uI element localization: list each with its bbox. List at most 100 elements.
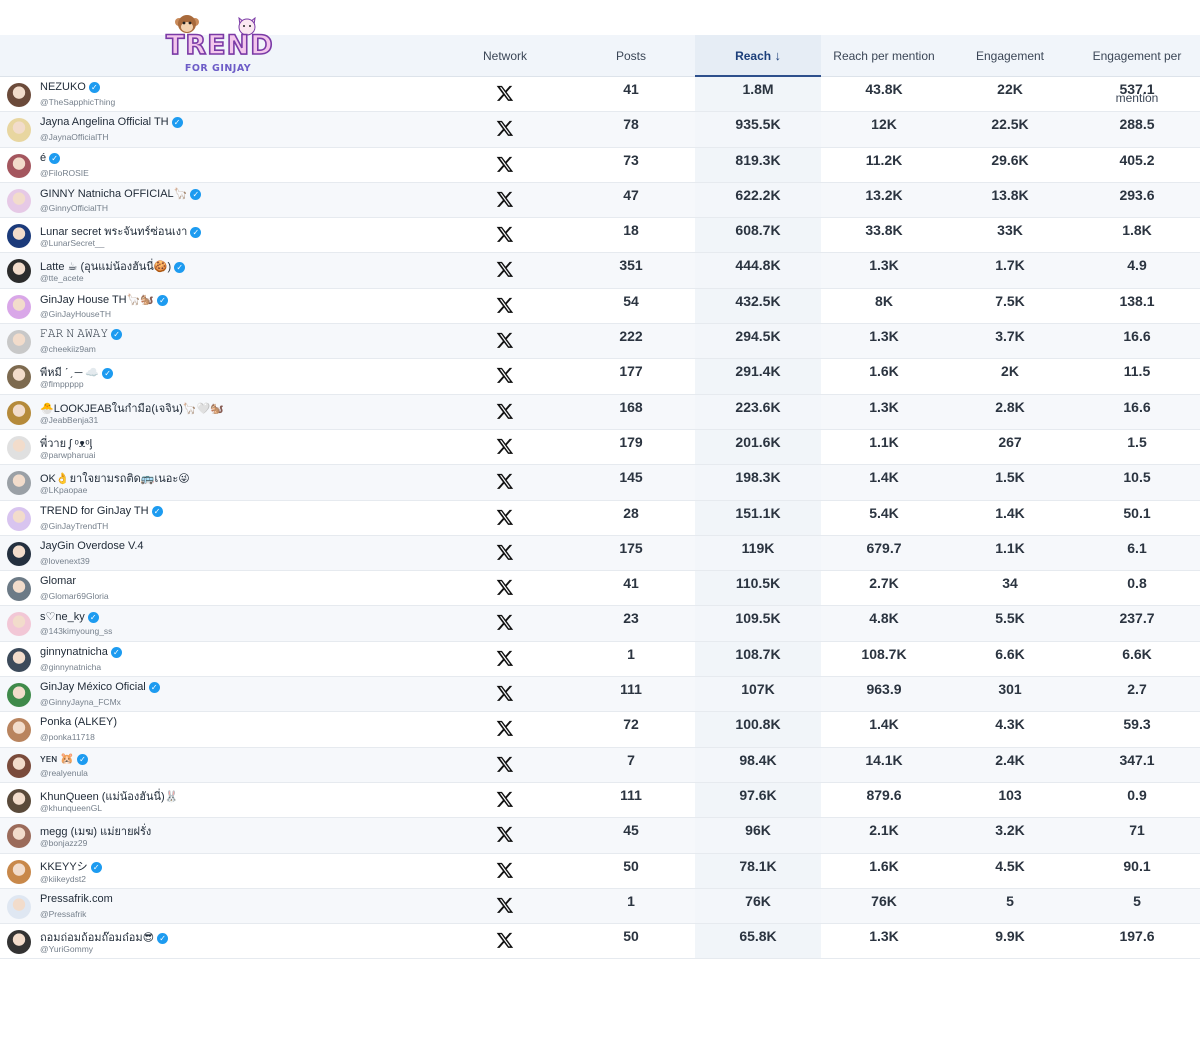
account-handle[interactable]: @cheekiiz9am	[40, 344, 96, 355]
column-header-engagement-per-mention[interactable]: Engagement per mention	[1092, 49, 1182, 105]
column-header-reach-per-mention[interactable]: Reach per mention	[833, 49, 935, 63]
account-name[interactable]: 🐣LOOKJEABในกำมือ(เจจิน)🦙🤍🐿️	[40, 399, 224, 417]
account-name[interactable]: ถอมถ่อมถ้อมถ๊อมถ๋อม😎 ✓	[40, 928, 169, 946]
avatar[interactable]	[7, 541, 31, 566]
account-name[interactable]: Latte ☕ (อุนแม่น้องฮันนี่🍪) ✓	[40, 257, 186, 275]
table-row[interactable]: TREND for GinJay TH ✓ @GinJayTrendTH 28 1…	[0, 501, 1200, 536]
avatar[interactable]	[7, 435, 31, 460]
table-row[interactable]: é ✓ @FiloROSIE 73 819.3K 11.2K 29.6K 405.…	[0, 148, 1200, 183]
avatar[interactable]	[7, 471, 31, 496]
account-name[interactable]: TREND for GinJay TH ✓	[40, 505, 163, 517]
account-name[interactable]: NEZUKO ✓	[40, 81, 100, 93]
avatar[interactable]	[7, 118, 31, 143]
avatar[interactable]	[7, 506, 31, 531]
account-handle[interactable]: @parwpharuai	[40, 449, 96, 460]
account-handle[interactable]: @GinnyJayna_FCMx	[40, 697, 121, 708]
account-handle[interactable]: @bonjazz29	[40, 838, 88, 849]
table-row[interactable]: KhunQueen (แม่น้องฮันนี่)🐰 @khunqueenGL …	[0, 783, 1200, 819]
table-row[interactable]: พีหมี ˊ ̗ ─ ☁️ ✓ @flmppppp 177 291.4K 1.6…	[0, 359, 1200, 395]
table-row[interactable]: megg (เมฆ) แม่ยายฝรั่ง @bonjazz29 45 96K…	[0, 818, 1200, 854]
account-name[interactable]: GINNY Natnicha OFFICIAL🦙 ✓	[40, 187, 202, 200]
account-name[interactable]: Glomar	[40, 575, 76, 587]
table-row[interactable]: s♡ne_ky ✓ @143kimyoung_ss 23 109.5K 4.8K …	[0, 606, 1200, 642]
table-row[interactable]: Pressafrik.com @Pressafrik 1 76K 76K 5 5	[0, 888, 1200, 925]
account-handle[interactable]: @khunqueenGL	[40, 802, 103, 813]
avatar[interactable]	[7, 683, 31, 708]
account-handle[interactable]: @ponka11718	[40, 732, 95, 743]
account-handle[interactable]: @GinJayTrendTH	[40, 520, 109, 531]
account-name[interactable]: GinJay House TH🦙🐿️ ✓	[40, 293, 169, 306]
table-row[interactable]: GINNY Natnicha OFFICIAL🦙 ✓ @GinnyOfficial…	[0, 182, 1200, 219]
avatar[interactable]	[7, 153, 31, 178]
account-handle[interactable]: @YuriGommy	[40, 944, 94, 955]
account-name[interactable]: พีหมี ˊ ̗ ─ ☁️ ✓	[40, 363, 114, 381]
account-name[interactable]: 𝙵𝙰𝚁 𝙽 𝙰𝚆𝙰𝚈 ✓	[40, 328, 123, 341]
table-row[interactable]: Lunar secret พระจันทร์ซ่อนเงา ✓ @LunarSec…	[0, 218, 1200, 254]
column-header-posts[interactable]: Posts	[615, 49, 646, 63]
account-name[interactable]: KhunQueen (แม่น้องฮันนี่)🐰	[40, 787, 178, 805]
avatar[interactable]	[7, 894, 31, 919]
avatar[interactable]	[7, 753, 31, 778]
table-row[interactable]: Glomar @Glomar69Gloria 41 110.5K 2.7K 34…	[0, 571, 1200, 607]
column-header-engagement[interactable]: Engagement	[975, 49, 1045, 63]
avatar[interactable]	[7, 188, 31, 213]
avatar[interactable]	[7, 577, 31, 602]
table-row[interactable]: Jayna Angelina Official TH ✓ @JaynaOffici…	[0, 112, 1200, 148]
column-header-network[interactable]: Network	[482, 49, 527, 63]
table-row[interactable]: 𝙵𝙰𝚁 𝙽 𝙰𝚆𝙰𝚈 ✓ @cheekiiz9am 222 294.5K 1.3K…	[0, 324, 1200, 360]
table-row[interactable]: NEZUKO ✓ @TheSapphicThing 41 1.8M 43.8K 2…	[0, 77, 1200, 113]
account-name[interactable]: พี่วาย ᶘ ᵒᴥᵒᶅ	[40, 434, 92, 452]
table-row[interactable]: Ponka (ALKEY) @ponka11718 72 100.8K 1.4K…	[0, 712, 1200, 748]
avatar[interactable]	[7, 83, 31, 107]
account-handle[interactable]: @FiloROSIE	[40, 167, 89, 178]
table-row[interactable]: OK👌ยาใจยามรถติด🚌เนอะ😜 @LKpaopae 145 198.…	[0, 465, 1200, 501]
avatar[interactable]	[7, 259, 31, 284]
table-row[interactable]: พี่วาย ᶘ ᵒᴥᵒᶅ @parwpharuai 179 201.6K 1.…	[0, 430, 1200, 466]
account-handle[interactable]: @kiikeydst2	[40, 873, 86, 884]
account-handle[interactable]: @flmppppp	[40, 379, 84, 390]
account-handle[interactable]: @LunarSecret__	[40, 238, 105, 249]
account-name[interactable]: Jayna Angelina Official TH ✓	[40, 116, 183, 129]
account-handle[interactable]: @TheSapphicThing	[40, 97, 116, 107]
avatar[interactable]	[7, 224, 31, 249]
account-name[interactable]: ʏᴇɴ 🐹 ✓	[40, 752, 88, 765]
account-handle[interactable]: @realyenula	[40, 767, 88, 778]
account-handle[interactable]: @Glomar69Gloria	[40, 591, 109, 602]
account-name[interactable]: s♡ne_ky ✓	[40, 610, 99, 624]
table-row[interactable]: Latte ☕ (อุนแม่น้องฮันนี่🍪) ✓ @tte_acete …	[0, 253, 1200, 289]
avatar[interactable]	[7, 859, 31, 884]
avatar[interactable]	[7, 294, 31, 319]
account-handle[interactable]: @JaynaOfficialTH	[40, 132, 109, 143]
table-row[interactable]: JayGin Overdose V.4 @lovenext39 175 119K…	[0, 535, 1200, 572]
account-handle[interactable]: @Pressafrik	[40, 908, 87, 919]
avatar[interactable]	[7, 365, 31, 390]
account-name[interactable]: OK👌ยาใจยามรถติด🚌เนอะ😜	[40, 469, 190, 487]
account-name[interactable]: JayGin Overdose V.4	[40, 540, 144, 552]
avatar[interactable]	[7, 647, 31, 672]
account-handle[interactable]: @GinJayHouseTH	[40, 308, 111, 319]
table-row[interactable]: 🐣LOOKJEABในกำมือ(เจจิน)🦙🤍🐿️ @JeabBenja31…	[0, 394, 1200, 430]
account-handle[interactable]: @143kimyoung_ss	[40, 626, 113, 637]
table-row[interactable]: ginnynatnicha ✓ @ginnynatnicha 1 108.7K 1…	[0, 642, 1200, 678]
account-handle[interactable]: @ginnynatnicha	[40, 661, 102, 672]
table-row[interactable]: KKEYYシ ✓ @kiikeydst2 50 78.1K 1.6K 4.5K 9…	[0, 854, 1200, 889]
account-handle[interactable]: @lovenext39	[40, 555, 90, 566]
avatar[interactable]	[7, 718, 31, 743]
account-name[interactable]: Lunar secret พระจันทร์ซ่อนเงา ✓	[40, 222, 202, 240]
avatar[interactable]	[7, 788, 31, 813]
table-row[interactable]: GinJay House TH🦙🐿️ ✓ @GinJayHouseTH 54 43…	[0, 289, 1200, 325]
table-row[interactable]: GinJay México Oficial ✓ @GinnyJayna_FCMx …	[0, 677, 1200, 713]
account-name[interactable]: GinJay México Oficial ✓	[40, 681, 160, 694]
table-row[interactable]: ʏᴇɴ 🐹 ✓ @realyenula 7 98.4K 14.1K 2.4K 34…	[0, 747, 1200, 783]
avatar[interactable]	[7, 330, 31, 355]
account-handle[interactable]: @JeabBenja31	[40, 414, 99, 425]
account-name[interactable]: ginnynatnicha ✓	[40, 646, 122, 658]
avatar[interactable]	[7, 400, 31, 425]
avatar[interactable]	[7, 824, 31, 849]
account-name[interactable]: KKEYYシ ✓	[40, 858, 102, 874]
account-name[interactable]: megg (เมฆ) แม่ยายฝรั่ง	[40, 822, 151, 840]
avatar[interactable]	[7, 930, 31, 955]
table-row[interactable]: ถอมถ่อมถ้อมถ๊อมถ๋อม😎 ✓ @YuriGommy 50 65.8…	[0, 924, 1200, 960]
account-handle[interactable]: @tte_acete	[40, 273, 84, 284]
column-header-reach[interactable]: Reach ↓	[695, 35, 821, 78]
